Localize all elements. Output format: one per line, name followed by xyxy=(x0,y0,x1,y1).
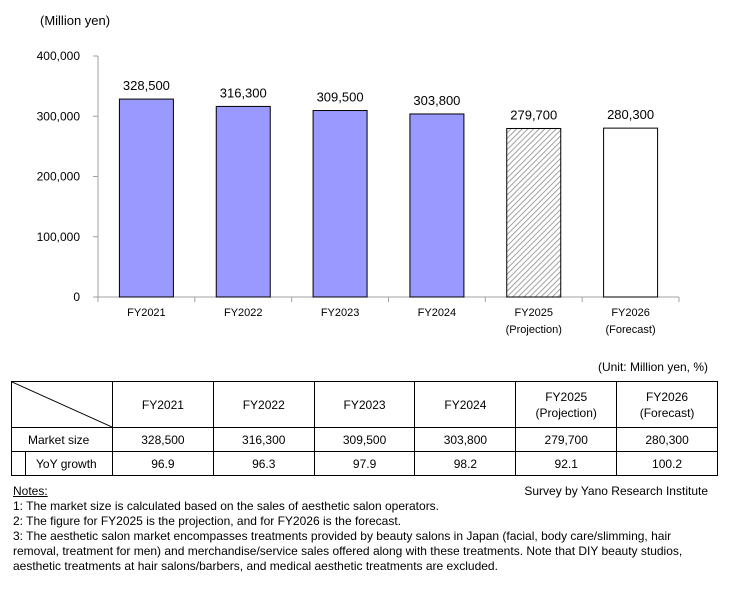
y-tick-label: 0 xyxy=(73,290,80,304)
table-cell: 316,300 xyxy=(212,427,315,452)
y-tick-label: 200,000 xyxy=(37,170,81,184)
y-tick-label: 400,000 xyxy=(37,49,81,63)
y-axis-label: (Million yen) xyxy=(40,13,110,28)
x-tick-sublabel: (Forecast) xyxy=(606,324,656,336)
x-tick-label: FY2023 xyxy=(321,307,360,319)
x-tick-label: FY2026 xyxy=(611,307,650,319)
source-credit: Survey by Yano Research Institute xyxy=(524,484,708,498)
table-cell: 303,800 xyxy=(414,427,517,452)
bar xyxy=(603,127,659,298)
table-cell: 280,300 xyxy=(616,427,718,452)
table-cell: 328,500 xyxy=(112,427,214,452)
data-label: 309,500 xyxy=(317,90,364,105)
x-tick-label: FY2021 xyxy=(127,307,166,319)
data-label: 328,500 xyxy=(123,78,170,93)
note-item: 2: The figure for FY2025 is the projecti… xyxy=(13,514,401,528)
x-tick-label: FY2024 xyxy=(418,307,457,319)
table-cell: 98.2 xyxy=(414,451,517,476)
table-unit-label: (Unit: Million yen, %) xyxy=(597,360,708,374)
note-item: 3: The aesthetic salon market encompasse… xyxy=(13,529,683,573)
y-tick-label: 300,000 xyxy=(37,109,81,123)
column-header: FY2025 (Projection) xyxy=(515,381,618,428)
table-cell: 100.2 xyxy=(616,451,718,476)
table-cell: 96.3 xyxy=(212,451,315,476)
bar xyxy=(506,127,562,298)
table-header-row: FY2021 FY2022 FY2023 FY2024 FY2025 (Proje… xyxy=(11,381,718,428)
table-row: Market size 328,500 316,300 309,500 303,… xyxy=(11,427,718,452)
data-label: 316,300 xyxy=(220,85,267,100)
bar xyxy=(409,113,465,298)
bar-chart: (Million yen) 0 100,000 200,000 300,000 400,… xyxy=(37,13,680,336)
bar xyxy=(215,105,271,298)
data-label: 303,800 xyxy=(413,93,460,108)
notes: Notes: 1: The market size is calculated … xyxy=(13,484,719,574)
data-label: 280,300 xyxy=(607,107,654,122)
bar xyxy=(118,98,174,298)
table-cell: 96.9 xyxy=(112,451,214,476)
column-header: FY2023 xyxy=(313,381,416,428)
column-header: FY2021 xyxy=(112,381,214,428)
row-label: Market size xyxy=(11,427,113,452)
table-cell: 97.9 xyxy=(313,451,416,476)
table-cell: 309,500 xyxy=(313,427,416,452)
row-label: YoY growth xyxy=(11,451,113,476)
plot-area: 0 100,000 200,000 300,000 400,000 328,500 FY20… xyxy=(37,49,680,336)
y-tick-label: 100,000 xyxy=(37,230,81,244)
data-label: 279,700 xyxy=(510,107,557,122)
column-header: FY2022 xyxy=(212,381,315,428)
x-tick-sublabel: (Projection) xyxy=(506,324,562,336)
column-header: FY2026 (Forecast) xyxy=(616,381,718,428)
table-cell: 279,700 xyxy=(515,427,618,452)
x-tick-label: FY2025 xyxy=(514,307,553,319)
data-table: FY2021 FY2022 FY2023 FY2024 FY2025 (Proje… xyxy=(11,381,718,476)
note-item: 1: The market size is calculated based o… xyxy=(13,499,440,513)
x-tick-label: FY2022 xyxy=(224,307,263,319)
table-row: YoY growth 96.9 96.3 97.9 98.2 92.1 100.… xyxy=(11,451,718,476)
column-header: FY2024 xyxy=(414,381,517,428)
table-cell: 92.1 xyxy=(515,451,618,476)
corner-cell xyxy=(11,381,113,428)
notes-heading: Notes: xyxy=(13,484,48,498)
bar xyxy=(312,110,368,298)
